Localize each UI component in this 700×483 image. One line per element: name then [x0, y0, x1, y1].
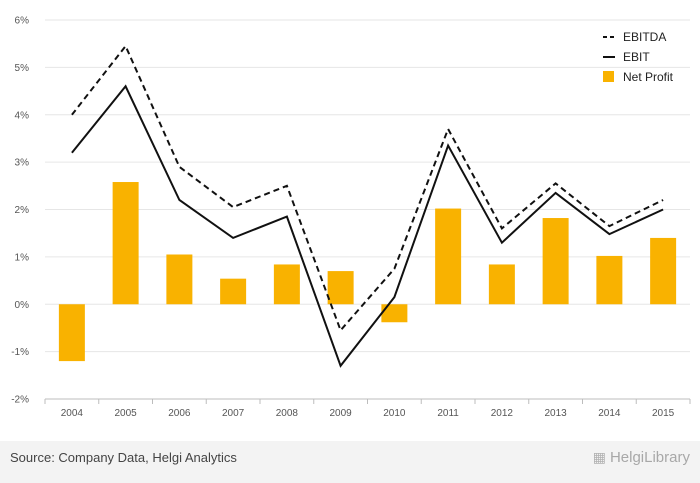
brand-logo: ▦ HelgiLibrary: [593, 449, 690, 466]
bar-net-profit-2015: [650, 237, 677, 305]
x-tick-label: 2007: [222, 408, 245, 419]
axes: -2% -1% 0% 1% 2% 3% 4% 5% 6% 2004 2005 2006 2007 2008…: [11, 16, 691, 419]
legend-label-ebitda: EBITDA: [623, 30, 666, 44]
x-tick-label: 2013: [545, 408, 568, 419]
brand-icon: ▦: [592, 449, 606, 466]
chart-svg: -2% -1% 0% 1% 2% 3% 4% 5% 6% 2004 2005 2006 2007 2008…: [11, 16, 691, 419]
y-tick-label: 0%: [15, 300, 30, 311]
grid-lines: [45, 19, 690, 353]
line-series: [71, 44, 664, 368]
x-tick-label: 2011: [437, 408, 459, 419]
y-tick-label: 2%: [15, 205, 30, 216]
bar-net-profit-2004: [58, 304, 85, 362]
line-ebit: [71, 84, 664, 368]
bar-series-net-profit: [58, 182, 677, 362]
x-tick-label: 2010: [383, 408, 406, 419]
legend-label-ebit: EBIT: [623, 50, 650, 64]
x-tick-label: 2006: [168, 408, 191, 419]
bar-net-profit-2011: [435, 208, 462, 305]
x-tick-label: 2014: [598, 408, 621, 419]
footer-bar: [0, 441, 700, 483]
x-tick-label: 2009: [330, 408, 353, 419]
x-tick-label: 2004: [61, 408, 84, 419]
bar-net-profit-2005: [112, 182, 139, 305]
legend-swatch-net-profit: [603, 71, 614, 82]
y-tick-label: -2%: [11, 395, 29, 406]
bar-net-profit-2009: [327, 271, 354, 305]
legend-label-net-profit: Net Profit: [623, 70, 674, 84]
bar-net-profit-2012: [488, 264, 515, 305]
bar-net-profit-2010: [381, 304, 408, 323]
source-note: Source: Company Data, Helgi Analytics: [10, 450, 237, 465]
legend: EBITDA EBIT Net Profit: [603, 30, 674, 84]
bar-net-profit-2007: [220, 278, 247, 305]
y-tick-label: 6%: [15, 16, 30, 27]
x-tick-label: 2015: [652, 408, 675, 419]
bar-net-profit-2013: [542, 218, 569, 305]
x-tick-label: 2005: [115, 408, 138, 419]
y-tick-label: 4%: [15, 110, 30, 121]
brand-name: HelgiLibrary: [609, 449, 690, 466]
y-tick-label: 3%: [15, 158, 30, 169]
y-tick-label: 5%: [15, 63, 30, 74]
line-ebitda: [71, 44, 664, 333]
x-tick-label: 2008: [276, 408, 299, 419]
y-tick-label: 1%: [15, 252, 30, 263]
x-tick-label: 2012: [491, 408, 514, 419]
bar-net-profit-2008: [273, 264, 300, 305]
bar-net-profit-2014: [596, 255, 623, 305]
bar-net-profit-2006: [166, 254, 193, 305]
y-tick-label: -1%: [11, 347, 29, 358]
